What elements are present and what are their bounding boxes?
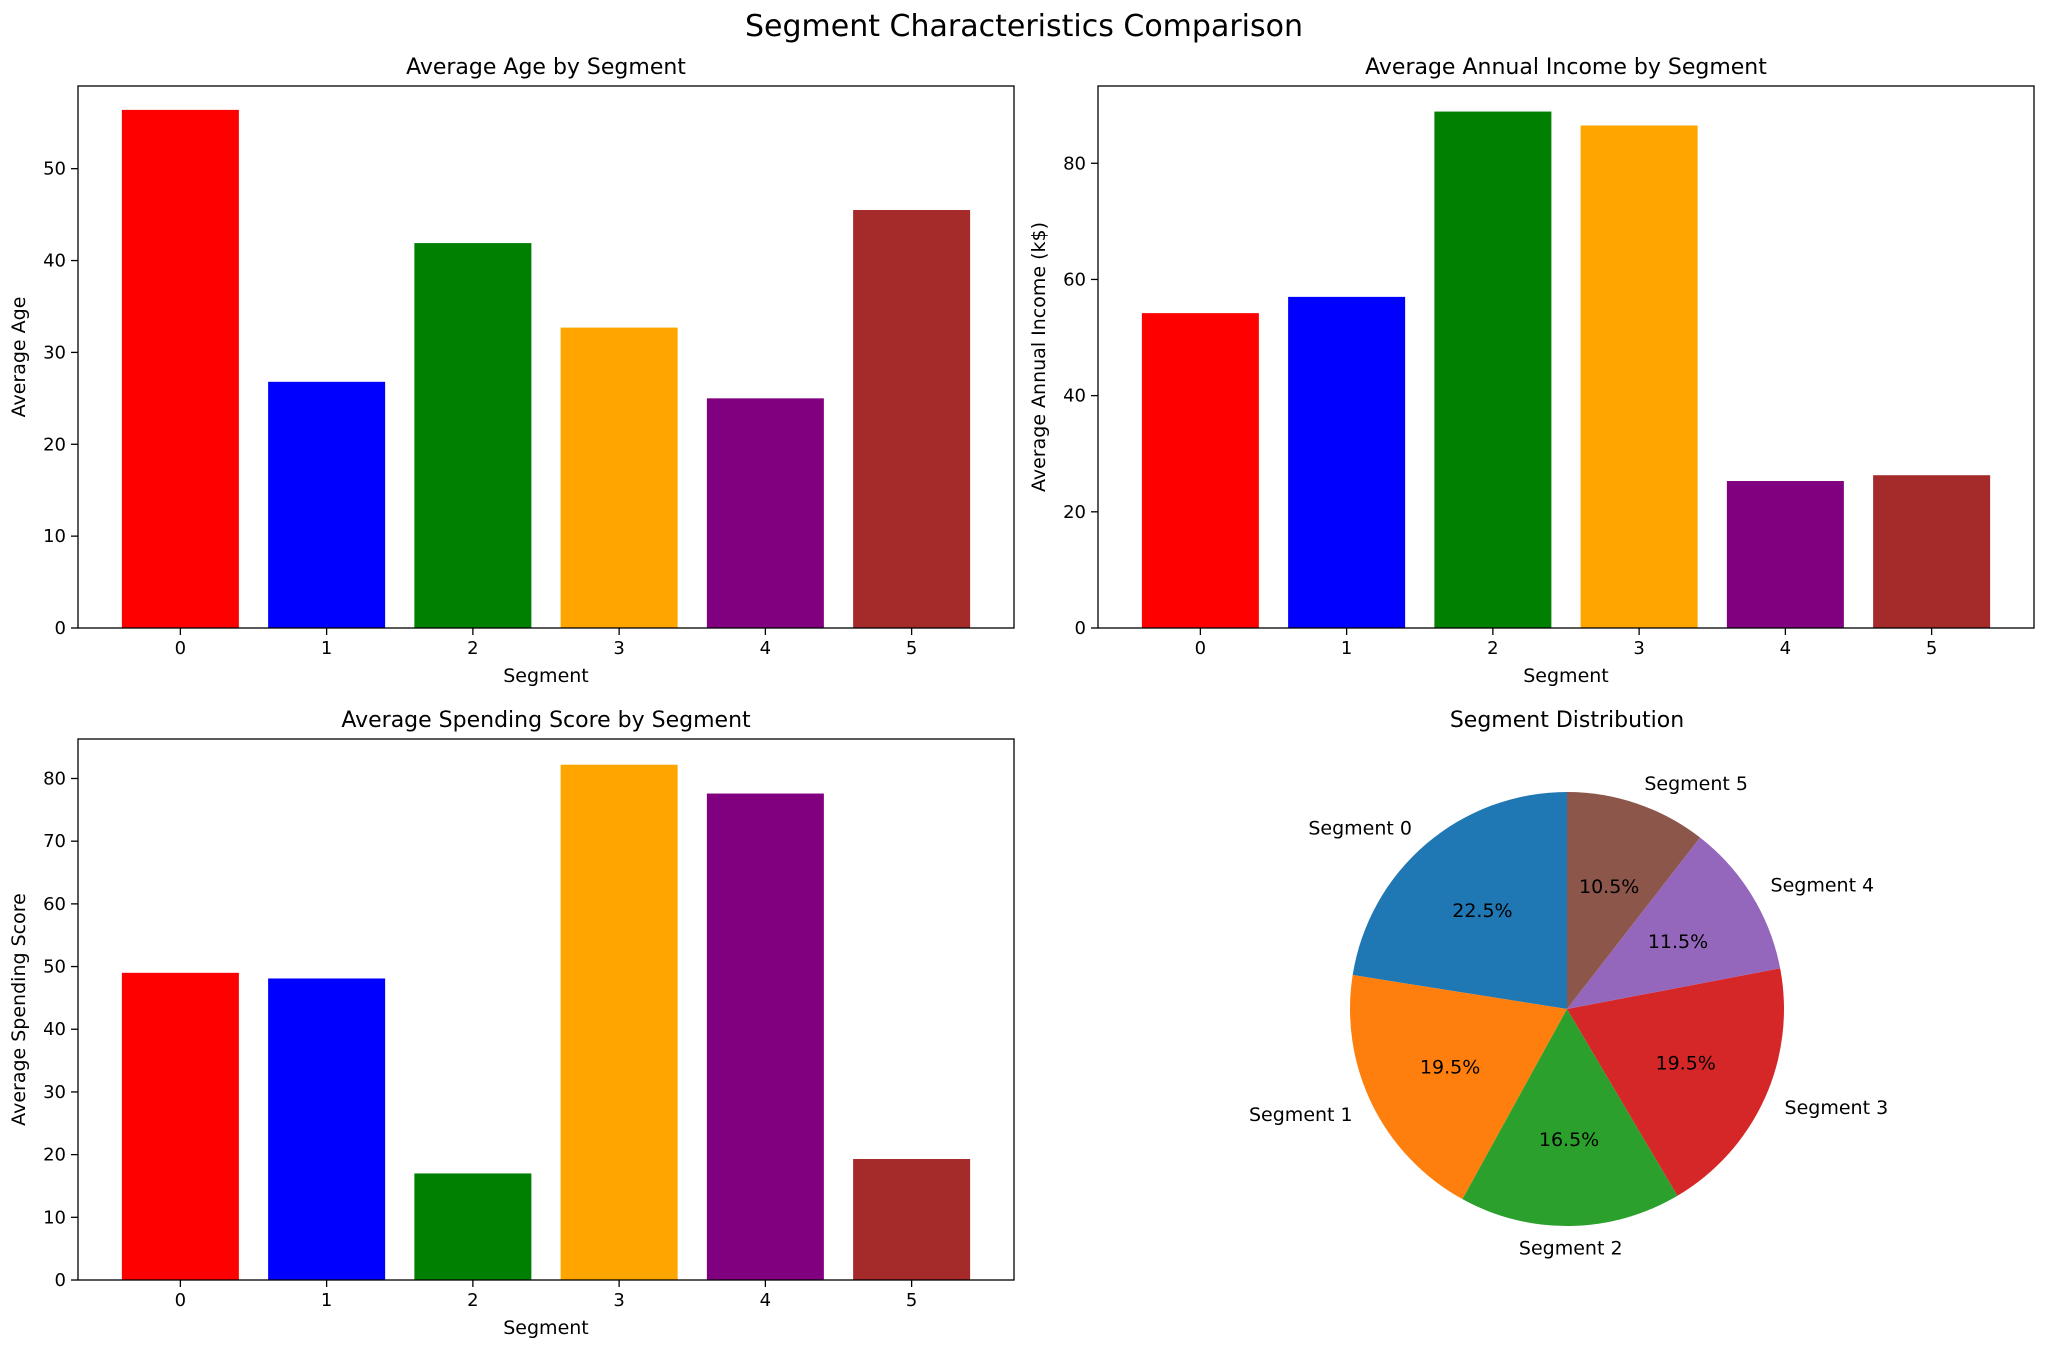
bar-2 [414, 1173, 532, 1280]
x-tick-label: 2 [467, 1290, 478, 1311]
x-tick-label: 1 [321, 638, 332, 659]
pie-pct-label: 22.5% [1452, 900, 1512, 922]
bar-4 [706, 398, 824, 628]
x-tick-label: 5 [1926, 638, 1937, 659]
y-tick-label: 40 [43, 251, 66, 272]
pie-pct-label: 16.5% [1539, 1129, 1599, 1151]
y-tick-label: 50 [43, 159, 66, 180]
bar-5 [853, 210, 971, 628]
figure-title: Segment Characteristics Comparison [745, 9, 1303, 44]
x-tick-label: 3 [1633, 638, 1644, 659]
bar-1 [1288, 296, 1406, 628]
chart-title: Average Annual Income by Segment [1365, 55, 1767, 80]
bar-0 [121, 972, 239, 1280]
x-axis-label: Segment [503, 665, 589, 687]
x-tick-label: 3 [613, 638, 624, 659]
y-tick-label: 10 [43, 1207, 66, 1228]
x-tick-label: 4 [1780, 638, 1791, 659]
y-tick-label: 80 [43, 768, 66, 789]
axes-frame [1097, 85, 2035, 629]
y-tick-label: 50 [43, 957, 66, 978]
x-tick-label: 1 [1341, 638, 1352, 659]
pie-pct-label: 10.5% [1579, 876, 1639, 898]
y-tick-label: 60 [1063, 269, 1086, 290]
pie-pct-label: 19.5% [1420, 1056, 1480, 1078]
bar-0 [1141, 313, 1259, 628]
y-tick-label: 0 [55, 618, 66, 639]
bar-1 [268, 978, 386, 1280]
bar-3 [1580, 125, 1698, 628]
pie-label: Segment 0 [1308, 817, 1412, 839]
y-tick-label: 20 [1063, 502, 1086, 523]
bar-2 [1434, 111, 1552, 629]
x-tick-label: 0 [175, 1290, 186, 1311]
y-tick-label: 10 [43, 526, 66, 547]
y-tick-label: 30 [43, 342, 66, 363]
y-tick-label: 80 [1063, 153, 1086, 174]
y-tick-label: 0 [55, 1270, 66, 1291]
bar-4 [1726, 481, 1844, 628]
x-tick-label: 3 [613, 1290, 624, 1311]
y-tick-label: 40 [43, 1019, 66, 1040]
bar-3 [560, 764, 678, 1280]
chart-title: Average Age by Segment [406, 55, 686, 80]
pie-chart: Segment Distribution 22.5% Segment 0 19.5% S… [1249, 708, 1888, 1260]
y-tick-label: 70 [43, 831, 66, 852]
x-tick-label: 2 [467, 638, 478, 659]
pie-slice-1 [1350, 975, 1567, 1200]
bar-0 [121, 109, 239, 628]
y-axis-label: Average Spending Score [8, 893, 30, 1126]
x-axis-label: Segment [1523, 665, 1609, 687]
pie-slice-0 [1352, 792, 1567, 1009]
y-tick-label: 0 [1075, 618, 1086, 639]
pie-slice-2 [1462, 1009, 1678, 1226]
axes-frame [77, 85, 1015, 629]
bar-3 [560, 327, 678, 628]
y-tick-label: 60 [43, 894, 66, 915]
x-tick-label: 2 [1487, 638, 1498, 659]
x-tick-label: 5 [906, 1290, 917, 1311]
x-tick-label: 0 [175, 638, 186, 659]
pie-label: Segment 1 [1249, 1104, 1353, 1126]
pie-label: Segment 2 [1519, 1238, 1623, 1260]
y-axis-label: Average Annual Income (k$) [1028, 222, 1050, 492]
pie-pct-label: 11.5% [1648, 931, 1708, 953]
y-tick-label: 30 [43, 1082, 66, 1103]
x-axis-label: Segment [503, 1317, 589, 1339]
bar-2 [414, 243, 532, 628]
y-tick-label: 20 [43, 434, 66, 455]
y-tick-label: 40 [1063, 386, 1086, 407]
bar-5 [1873, 475, 1991, 628]
x-tick-label: 4 [760, 1290, 771, 1311]
bar-1 [268, 381, 386, 628]
axes-frame [77, 738, 1015, 1281]
pie-pct-label: 19.5% [1655, 1053, 1715, 1075]
pie-slice-5 [1567, 792, 1701, 1009]
pie-slice-4 [1567, 837, 1781, 1009]
x-tick-label: 5 [906, 638, 917, 659]
pie-label: Segment 4 [1771, 874, 1875, 896]
chart-title: Segment Distribution [1450, 708, 1684, 733]
y-axis-label: Average Age [8, 297, 30, 418]
x-tick-label: 4 [760, 638, 771, 659]
x-tick-label: 0 [1195, 638, 1206, 659]
pie-slice-3 [1567, 968, 1784, 1196]
chart-title: Average Spending Score by Segment [341, 708, 751, 733]
y-tick-label: 20 [43, 1145, 66, 1166]
bar-4 [706, 793, 824, 1280]
bar-chart-1: Average Annual Income by Segment 0 1 2 3 4 5 0 2… [1028, 55, 2035, 687]
pie-label: Segment 3 [1785, 1097, 1889, 1119]
x-tick-label: 1 [321, 1290, 332, 1311]
pie-label: Segment 5 [1644, 773, 1748, 795]
bar-5 [853, 1159, 971, 1280]
